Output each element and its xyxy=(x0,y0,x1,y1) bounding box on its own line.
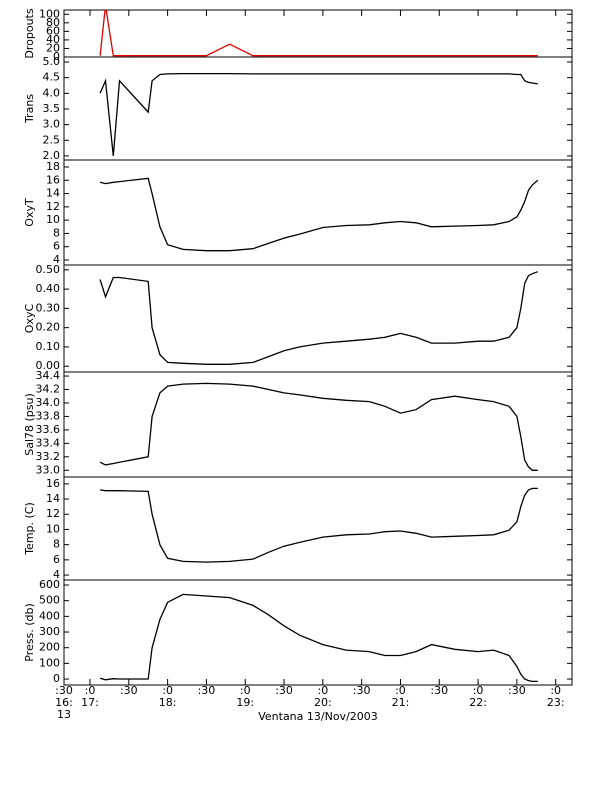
y-tick-label: 0.40 xyxy=(36,282,61,295)
data-line xyxy=(99,10,538,57)
y-tick-label: 6 xyxy=(53,240,60,253)
data-line xyxy=(99,271,539,365)
panel-frame xyxy=(63,371,573,478)
y-tick-label: 34.2 xyxy=(36,383,61,396)
y-tick-label: 33.8 xyxy=(36,409,61,422)
y-tick-label: 4 xyxy=(53,568,60,581)
y-tick-label: 0.10 xyxy=(36,340,61,353)
data-line xyxy=(99,72,538,156)
y-tick-label: 16 xyxy=(46,173,60,186)
y-tick-label: 0 xyxy=(53,672,60,685)
y-tick-label: 10 xyxy=(46,522,60,535)
y-tick-label: 34.0 xyxy=(36,396,61,409)
y-tick-label: 600 xyxy=(39,578,60,591)
y-tick-label: 0.20 xyxy=(36,321,61,334)
x-axis-label: Ventana 13/Nov/2003 xyxy=(258,710,378,723)
x-tick-label: :0 xyxy=(85,684,96,697)
y-tick-label: 300 xyxy=(39,625,60,638)
y-tick-label: 5.0 xyxy=(43,55,61,68)
y-tick-label: 0.50 xyxy=(36,263,61,276)
x-tick-hour: 23: xyxy=(547,696,565,709)
x-tick-hour: 18: xyxy=(159,696,177,709)
y-tick-label: 100 xyxy=(39,7,60,20)
y-tick-label: 12 xyxy=(46,507,60,520)
y-tick-label: 10 xyxy=(46,213,60,226)
x-tick-hour: 17: xyxy=(81,696,99,709)
data-line xyxy=(99,382,538,471)
x-tick-label: :0 xyxy=(395,684,406,697)
y-tick-label: 33.2 xyxy=(36,450,61,463)
x-tick-label: :30 xyxy=(430,684,448,697)
x-tick-label: :30 xyxy=(198,684,216,697)
x-tick-day: 13 xyxy=(57,708,71,721)
x-tick-label: :0 xyxy=(317,684,328,697)
y-axis-label: Dropouts xyxy=(23,8,36,58)
x-tick-label: :30 xyxy=(353,684,371,697)
y-tick-label: 0.30 xyxy=(36,301,61,314)
y-tick-label: 8 xyxy=(53,538,60,551)
y-tick-label: 80 xyxy=(46,16,60,29)
data-line xyxy=(100,487,538,563)
y-tick-label: 40 xyxy=(46,33,60,46)
panel-frame xyxy=(63,476,573,581)
y-tick-label: 4.5 xyxy=(43,71,61,84)
panel-frame xyxy=(63,56,573,161)
data-line xyxy=(99,593,538,683)
x-tick-hour: 19: xyxy=(236,696,254,709)
x-tick-label: :30 xyxy=(55,684,73,697)
y-tick-label: 0.00 xyxy=(36,359,61,372)
y-tick-label: 18 xyxy=(46,160,60,173)
y-axis-label: Sal78 (psu) xyxy=(23,393,36,456)
y-tick-label: 100 xyxy=(39,656,60,669)
y-tick-label: 3.5 xyxy=(43,102,61,115)
y-axis-label: Press. (db) xyxy=(23,603,36,662)
y-tick-label: 0 xyxy=(53,50,60,63)
y-axis-label: Trans xyxy=(23,94,36,124)
x-tick-hour: 22: xyxy=(469,696,487,709)
y-tick-label: 34.4 xyxy=(36,369,61,382)
y-tick-label: 4 xyxy=(53,253,60,266)
x-tick-label: :30 xyxy=(120,684,138,697)
data-line xyxy=(99,177,539,252)
y-tick-label: 400 xyxy=(39,609,60,622)
panel-frame xyxy=(63,9,573,58)
y-tick-label: 6 xyxy=(53,553,60,566)
x-tick-label: :30 xyxy=(508,684,526,697)
y-tick-label: 16 xyxy=(46,477,60,490)
y-axis-label: OxyC xyxy=(23,304,36,334)
x-tick-hour: 16: xyxy=(55,696,73,709)
panel-frame xyxy=(63,159,573,266)
y-tick-label: 60 xyxy=(46,24,60,37)
x-tick-label: :0 xyxy=(240,684,251,697)
x-tick-label: :0 xyxy=(162,684,173,697)
y-tick-label: 2.5 xyxy=(43,133,61,146)
y-axis-label: Temp. (C) xyxy=(23,502,36,556)
x-tick-label: :30 xyxy=(275,684,293,697)
y-tick-label: 33.4 xyxy=(36,436,61,449)
x-tick-hour: 21: xyxy=(392,696,410,709)
y-tick-label: 12 xyxy=(46,200,60,213)
y-tick-label: 20 xyxy=(46,41,60,54)
y-tick-label: 3.0 xyxy=(43,118,61,131)
x-tick-hour: 20: xyxy=(314,696,332,709)
x-tick-label: :0 xyxy=(473,684,484,697)
y-tick-label: 4.0 xyxy=(43,86,61,99)
y-tick-label: 8 xyxy=(53,226,60,239)
panel-frame xyxy=(63,579,573,686)
y-tick-label: 2.0 xyxy=(43,149,61,162)
y-tick-label: 14 xyxy=(46,492,60,505)
y-axis-label: OxyT xyxy=(23,198,36,227)
y-tick-label: 33.0 xyxy=(36,463,61,476)
y-tick-label: 33.6 xyxy=(36,423,61,436)
y-tick-label: 200 xyxy=(39,641,60,654)
x-tick-label: :0 xyxy=(550,684,561,697)
panel-frame xyxy=(63,264,573,373)
y-tick-label: 14 xyxy=(46,187,60,200)
y-tick-label: 500 xyxy=(39,594,60,607)
